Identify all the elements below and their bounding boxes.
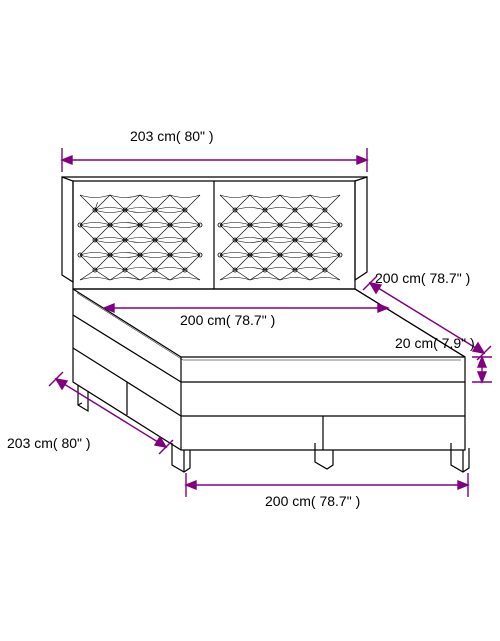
tufting-dots-right <box>218 208 342 272</box>
dim-base-depth: 203 cm( 80" ) <box>7 435 91 451</box>
dim-mattress-width: 200 cm( 78.7" ) <box>180 312 275 328</box>
dim-base-width: 200 cm( 78.7" ) <box>265 493 360 509</box>
dim-headboard-width: 203 cm( 80" ) <box>130 128 214 144</box>
tufting-right <box>220 195 340 280</box>
tufting-dots-left <box>78 208 202 272</box>
dim-mattress-height: 20 cm( 7.9" ) <box>395 335 475 351</box>
tufting-left <box>80 195 200 280</box>
dim-mattress-length: 200 cm( 78.7" ) <box>375 270 470 286</box>
